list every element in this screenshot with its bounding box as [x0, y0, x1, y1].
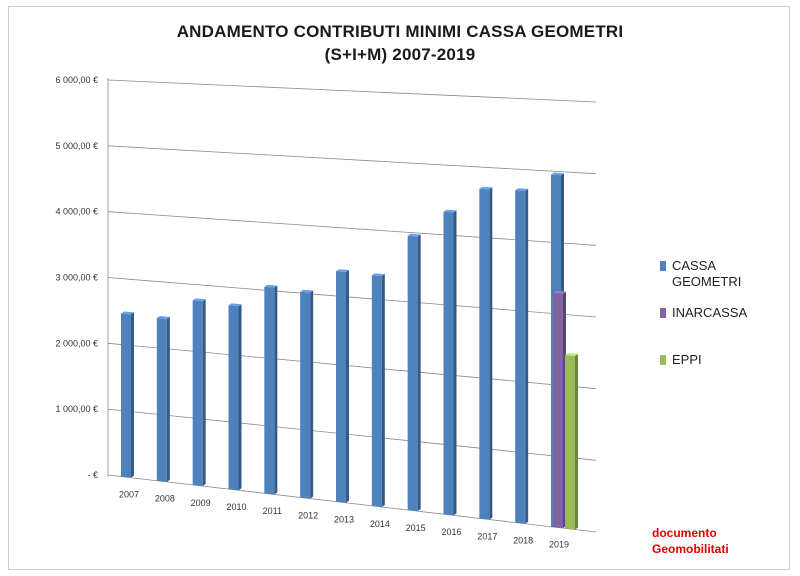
bar-top — [565, 353, 578, 357]
x-tick-label: 2010 — [226, 502, 246, 512]
bar — [515, 190, 526, 524]
y-axis-ticks: - € 1 000,00 € 2 000,00 € 3 000,00 € 4 000,0… — [55, 75, 98, 480]
bar-side — [274, 285, 278, 495]
bar — [407, 235, 418, 512]
y-tick-label: - € — [87, 470, 98, 480]
bar-top — [407, 233, 421, 237]
chart-title: ANDAMENTO CONTRIBUTI MINIMI CASSA GEOMET… — [176, 22, 624, 41]
legend-label: EPPI — [672, 352, 702, 367]
y-tick-label: 1 000,00 € — [55, 404, 98, 414]
bar-side — [166, 316, 170, 482]
bar — [192, 300, 203, 487]
y-tick-label: 5 000,00 € — [55, 141, 98, 151]
legend-swatch-inarcassa — [660, 308, 666, 318]
bar — [371, 275, 382, 507]
bar-top — [121, 311, 134, 315]
bar-top — [553, 290, 566, 294]
bar-top — [336, 269, 349, 273]
x-tick-label: 2008 — [155, 494, 175, 504]
x-tick-label: 2012 — [298, 510, 318, 520]
y-tick-label: 6 000,00 € — [55, 75, 98, 85]
x-tick-label: 2014 — [370, 519, 390, 529]
bar-top — [156, 315, 170, 319]
bar-top — [192, 298, 206, 302]
bar-side — [131, 312, 134, 478]
y-tick-label: 3 000,00 € — [55, 273, 98, 283]
bar-side — [453, 210, 457, 516]
gridline — [107, 79, 597, 103]
bar-top — [515, 188, 529, 191]
x-tick-label: 2013 — [334, 515, 354, 525]
bar — [443, 211, 454, 516]
bars — [121, 172, 578, 530]
chart-frame — [8, 6, 790, 570]
credit-line-1: documento — [652, 526, 717, 540]
bar-side — [381, 274, 385, 507]
bar — [264, 286, 275, 495]
legend-label-line: GEOMETRI — [672, 274, 742, 289]
bar-side — [346, 270, 349, 503]
bar-side — [310, 290, 314, 499]
chart-subtitle: (S+I+M) 2007-2019 — [324, 45, 476, 64]
bar — [553, 292, 563, 529]
x-axis-labels: 2007 2008 2009 2010 2011 2012 2013 2014 2015 2016… — [119, 489, 569, 549]
x-tick-label: 2019 — [549, 540, 569, 550]
x-tick-label: 2016 — [441, 527, 461, 537]
bar-side — [525, 188, 529, 524]
bar-top — [228, 303, 242, 307]
x-tick-label: 2011 — [263, 506, 282, 516]
bar-side — [202, 299, 206, 487]
bar — [479, 188, 490, 520]
bar — [121, 313, 131, 478]
bar — [336, 271, 346, 503]
bar-side — [417, 234, 421, 512]
bar-side — [489, 187, 493, 520]
y-tick-label: 4 000,00 € — [55, 207, 98, 217]
x-tick-label: 2017 — [477, 531, 497, 541]
gridline — [107, 145, 597, 175]
x-tick-label: 2007 — [119, 489, 139, 499]
gridline — [107, 211, 597, 246]
x-tick-label: 2018 — [513, 535, 533, 545]
bar-top — [264, 284, 278, 288]
bar — [300, 291, 311, 499]
bar — [565, 355, 575, 530]
bar-top — [551, 172, 564, 176]
legend-swatch-eppi — [660, 355, 666, 365]
bar-top — [443, 209, 457, 213]
x-tick-label: 2015 — [406, 523, 426, 533]
y-tick-label: 2 000,00 € — [55, 338, 98, 348]
bar-side — [575, 354, 578, 530]
legend-label: INARCASSA — [672, 305, 748, 320]
credit-line-2: Geomobilitati — [652, 542, 729, 556]
bar — [228, 305, 239, 491]
bar-top — [300, 289, 314, 293]
gridline — [107, 342, 597, 390]
bar-side — [238, 304, 242, 491]
gridline — [107, 474, 597, 533]
legend-swatch-cassa-geometri — [660, 261, 666, 271]
gridline — [107, 408, 597, 461]
bar-top — [479, 186, 493, 190]
gridlines — [107, 78, 597, 533]
bar — [156, 317, 167, 482]
bar-top — [371, 273, 385, 277]
gridline — [107, 277, 597, 318]
legend-label-line: CASSA — [672, 258, 717, 273]
x-tick-label: 2009 — [191, 498, 211, 508]
